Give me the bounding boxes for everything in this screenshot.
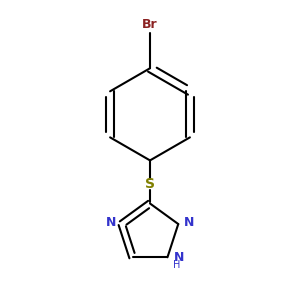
Text: N: N	[173, 251, 184, 264]
Text: N: N	[105, 216, 116, 229]
Text: N: N	[184, 216, 195, 229]
Text: Br: Br	[142, 18, 158, 31]
Text: H: H	[173, 260, 181, 270]
Text: S: S	[145, 177, 155, 191]
